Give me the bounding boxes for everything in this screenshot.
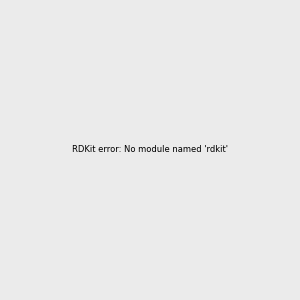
Text: RDKit error: No module named 'rdkit': RDKit error: No module named 'rdkit': [72, 146, 228, 154]
